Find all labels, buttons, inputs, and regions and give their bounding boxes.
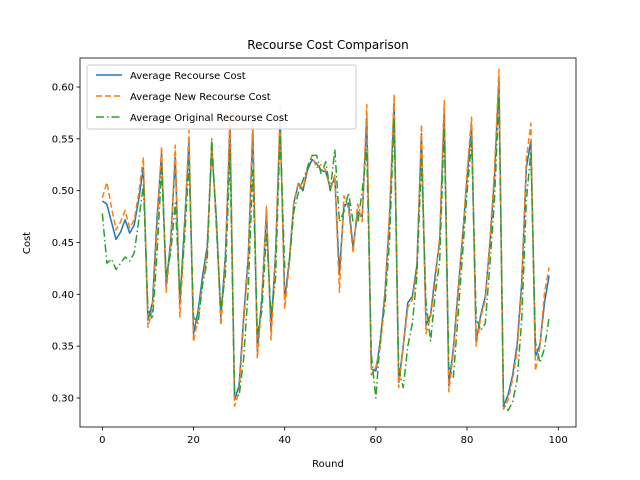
series-line-3 [101,96,550,412]
x-axis: 0 20 40 60 80 100 [99,427,568,446]
y-tick-label: 0.55 [52,134,74,145]
chart-title: Recourse Cost Comparison [247,38,408,52]
legend-label-1: Average Recourse Cost [130,71,246,82]
y-tick-label: 0.40 [52,290,74,301]
series-line-2 [101,68,550,411]
x-tick-label: 100 [549,435,568,446]
y-axis-title: Cost [22,232,33,254]
y-tick-label: 0.45 [52,238,74,249]
y-tick-label: 0.50 [52,186,74,197]
x-tick-label: 20 [187,435,200,446]
x-tick-label: 60 [370,435,383,446]
y-tick-label: 0.60 [52,83,74,94]
y-axis: 0.30 0.35 0.40 0.45 0.50 0.55 0.60 [52,83,80,404]
legend-label-3: Average Original Recourse Cost [130,113,288,124]
x-tick-label: 40 [278,435,291,446]
legend-box [86,64,357,130]
legend: Average Recourse Cost Average New Recours… [86,64,357,130]
y-tick-label: 0.35 [52,342,74,353]
x-tick-label: 80 [461,435,474,446]
y-tick-label: 0.30 [52,393,74,404]
series-layer [101,68,550,412]
legend-label-2: Average New Recourse Cost [130,92,271,103]
x-tick-label: 0 [99,435,105,446]
x-axis-title: Round [312,459,344,470]
